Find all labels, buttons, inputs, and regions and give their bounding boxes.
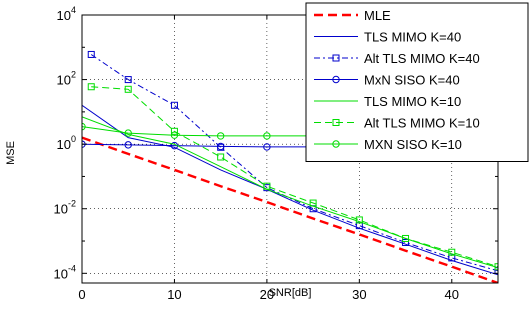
data-point — [332, 119, 340, 126]
series-6 — [87, 83, 498, 271]
legend-label: Alt TLS MIMO K=40 — [364, 51, 480, 66]
y-tick-label: 100 — [57, 134, 76, 152]
data-point — [355, 216, 363, 224]
data-point — [402, 239, 410, 247]
data-point — [494, 263, 498, 271]
series-1 — [82, 136, 498, 283]
legend-item: TLS MIMO K=40 — [314, 30, 461, 45]
legend-label: MXN SISO K=10 — [364, 137, 462, 152]
legend-label: TLS MIMO K=10 — [364, 94, 461, 109]
data-point — [332, 140, 340, 148]
data-point — [309, 199, 317, 207]
legend-item: MxN SISO K=40 — [314, 73, 460, 88]
x-tick-label: 30 — [352, 287, 366, 302]
legend-label: MLE — [364, 8, 391, 23]
data-point — [332, 75, 340, 84]
legend-item: TLS MIMO K=10 — [314, 94, 461, 109]
series-line — [82, 136, 498, 283]
data-point — [124, 85, 132, 93]
data-point — [216, 132, 225, 140]
series-line — [82, 104, 498, 276]
data-point — [216, 142, 225, 151]
data-point — [448, 248, 456, 256]
y-tick-label: 102 — [57, 70, 76, 88]
data-point — [332, 54, 340, 62]
data-point — [87, 50, 95, 58]
x-tick-label: 10 — [167, 287, 181, 302]
x-tick-label: 0 — [78, 287, 85, 302]
data-point — [124, 141, 132, 149]
y-tick-label: 10-2 — [54, 199, 76, 217]
series-line — [90, 54, 498, 272]
data-point — [263, 143, 271, 151]
y-axis-label: MSE — [5, 141, 17, 165]
data-point — [494, 267, 498, 275]
y-tick-label: 10-4 — [54, 263, 76, 281]
legend-label: Alt TLS MIMO K=10 — [364, 116, 480, 131]
series-line — [82, 116, 498, 269]
legend-label: MxN SISO K=40 — [364, 73, 460, 88]
y-tick-label: 104 — [57, 5, 76, 23]
data-point — [263, 182, 271, 190]
legend-item: MLE — [314, 8, 391, 23]
data-point — [124, 76, 132, 84]
series-line — [91, 86, 498, 268]
tick-labels: 0 10 20 30 40 104 102 100 10-2 10-4 — [54, 5, 459, 302]
x-axis-label: SNR[dB] — [269, 287, 312, 299]
data-point — [124, 129, 132, 137]
series-2 — [82, 104, 498, 276]
series-5 — [82, 116, 498, 269]
legend-item: Alt TLS MIMO K=10 — [314, 116, 480, 131]
legend: MLE TLS MIMO K=40 Alt TLS MIMO K=40 MxN SIS… — [305, 2, 529, 162]
data-point — [263, 132, 271, 140]
data-point — [87, 83, 95, 91]
x-tick-label: 40 — [445, 287, 459, 302]
data-point — [217, 153, 225, 161]
data-point — [170, 131, 179, 139]
x-tick-label: 20 — [260, 287, 274, 302]
data-point — [170, 101, 178, 109]
legend-item: Alt TLS MIMO K=40 — [314, 51, 480, 66]
legend-label: TLS MIMO K=40 — [364, 30, 461, 45]
legend-box — [305, 2, 529, 162]
legend-item: MXN SISO K=10 — [314, 137, 462, 152]
data-point — [402, 234, 410, 242]
data-point — [170, 127, 178, 135]
